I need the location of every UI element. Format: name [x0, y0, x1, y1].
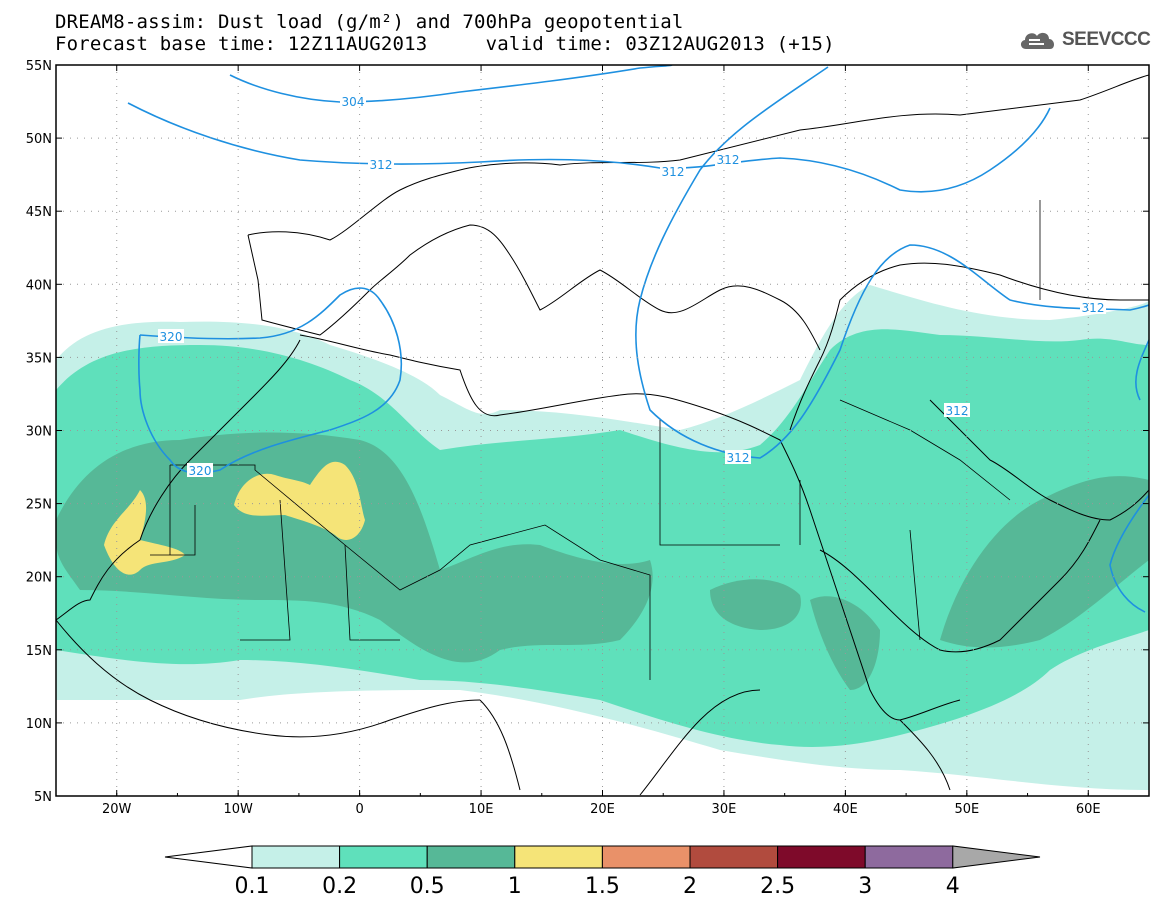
colorbar-segment: [601, 845, 691, 869]
lat-label: 30N: [26, 425, 52, 440]
lat-label: 40N: [26, 278, 52, 293]
contour-label-312-d: 312: [1082, 301, 1105, 315]
lon-label: 60E: [1076, 802, 1101, 817]
cloud-icon: [1020, 32, 1055, 49]
colorbar-segment: [339, 845, 428, 869]
lat-label: 50N: [26, 132, 52, 147]
colorbar: 0.1 0.2 0.5 1 1.5 2 2.5 3 4: [164, 845, 1041, 899]
lon-label: 30E: [712, 802, 737, 817]
lat-label: 45N: [26, 205, 52, 220]
contour-320: [138, 287, 403, 474]
colorbar-tick-label: 1: [508, 874, 522, 899]
contour-label-304: 304: [342, 95, 365, 109]
lon-label: 10E: [469, 802, 494, 817]
colorbar-segment: [864, 845, 954, 869]
logo-text: SEEVCCC: [1062, 29, 1151, 50]
contour-label-312-c: 312: [717, 153, 740, 167]
map-subtitle: Forecast base time: 12Z11AUG2013 valid t…: [55, 34, 835, 54]
contour-312-arabia: [1135, 339, 1149, 401]
colorbar-segment: [426, 845, 516, 869]
colorbar-segment: [689, 845, 779, 869]
colorbar-segment: [251, 845, 341, 869]
lat-label: 10N: [26, 717, 52, 732]
dust-level-1-b: [234, 461, 365, 540]
grid-lines: [56, 65, 1149, 796]
base-time-label: Forecast base time: 12Z11AUG2013: [55, 33, 428, 55]
colorbar-end-right: [952, 845, 1041, 869]
dust-level-0.5-arabia: [810, 476, 1149, 690]
lat-label: 55N: [26, 59, 52, 74]
colorbar-tick-label: 0.5: [410, 874, 445, 899]
dust-level-1: [104, 490, 185, 575]
colorbar-segment: [514, 845, 603, 869]
lon-label: 40E: [833, 802, 858, 817]
contour-label-312-f: 312: [727, 451, 750, 465]
lat-label: 35N: [26, 351, 52, 366]
lon-label: 20W: [102, 802, 132, 817]
contour-312-north: [127, 102, 1051, 193]
lon-label: 20E: [590, 802, 615, 817]
lon-label: 10W: [223, 802, 253, 817]
contour-label-312-b: 312: [662, 165, 685, 179]
colorbar-end-left: [164, 845, 253, 869]
seevccc-logo: SEEVCCC: [1018, 26, 1151, 54]
lat-label: 25N: [26, 498, 52, 513]
dust-level-0.5: [56, 432, 653, 663]
colorbar-tick-label: 4: [946, 874, 960, 899]
contour-labels: 304 312 312 312 312 320 320 312 312: [158, 94, 1106, 478]
dust-level-0.5-east: [710, 579, 801, 630]
contour-312-east: [635, 66, 1149, 459]
colorbar-tick-label: 0.1: [235, 874, 270, 899]
lon-label: 0: [355, 802, 363, 817]
colorbar-tick-label: 2: [683, 874, 697, 899]
lat-labels: 55N 50N 45N 40N 35N 30N 25N 20N 15N 10N 5N: [26, 59, 52, 805]
map-title: DREAM8-assim: Dust load (g/m²) and 700hP…: [55, 11, 684, 33]
colorbar-tick-label: 0.2: [322, 874, 357, 899]
contour-312-se: [1109, 494, 1149, 613]
lat-label: 15N: [26, 644, 52, 659]
colorbar-tick-label: 2.5: [760, 874, 795, 899]
contour-label-312-a: 312: [370, 158, 393, 172]
coastlines: [56, 74, 1149, 796]
contour-304: [229, 65, 673, 103]
colorbar-tick-label: 1.5: [585, 874, 620, 899]
colorbar-segment: [777, 845, 866, 869]
lon-labels: 20W 10W 0 10E 20E 30E 40E 50E 60E: [102, 802, 1101, 817]
contour-label-320-b: 320: [189, 464, 212, 478]
lat-label: 5N: [34, 790, 52, 805]
lon-label: 50E: [954, 802, 979, 817]
borders: [150, 200, 1041, 680]
contour-label-320-a: 320: [160, 330, 183, 344]
dust-fields: [56, 285, 1149, 790]
axis-ticks: [55, 64, 1150, 797]
contour-label-312-e: 312: [946, 404, 969, 418]
colorbar-tick-label: 3: [858, 874, 872, 899]
valid-time-label: valid time: 03Z12AUG2013 (+15): [485, 33, 835, 55]
lat-label: 20N: [26, 571, 52, 586]
